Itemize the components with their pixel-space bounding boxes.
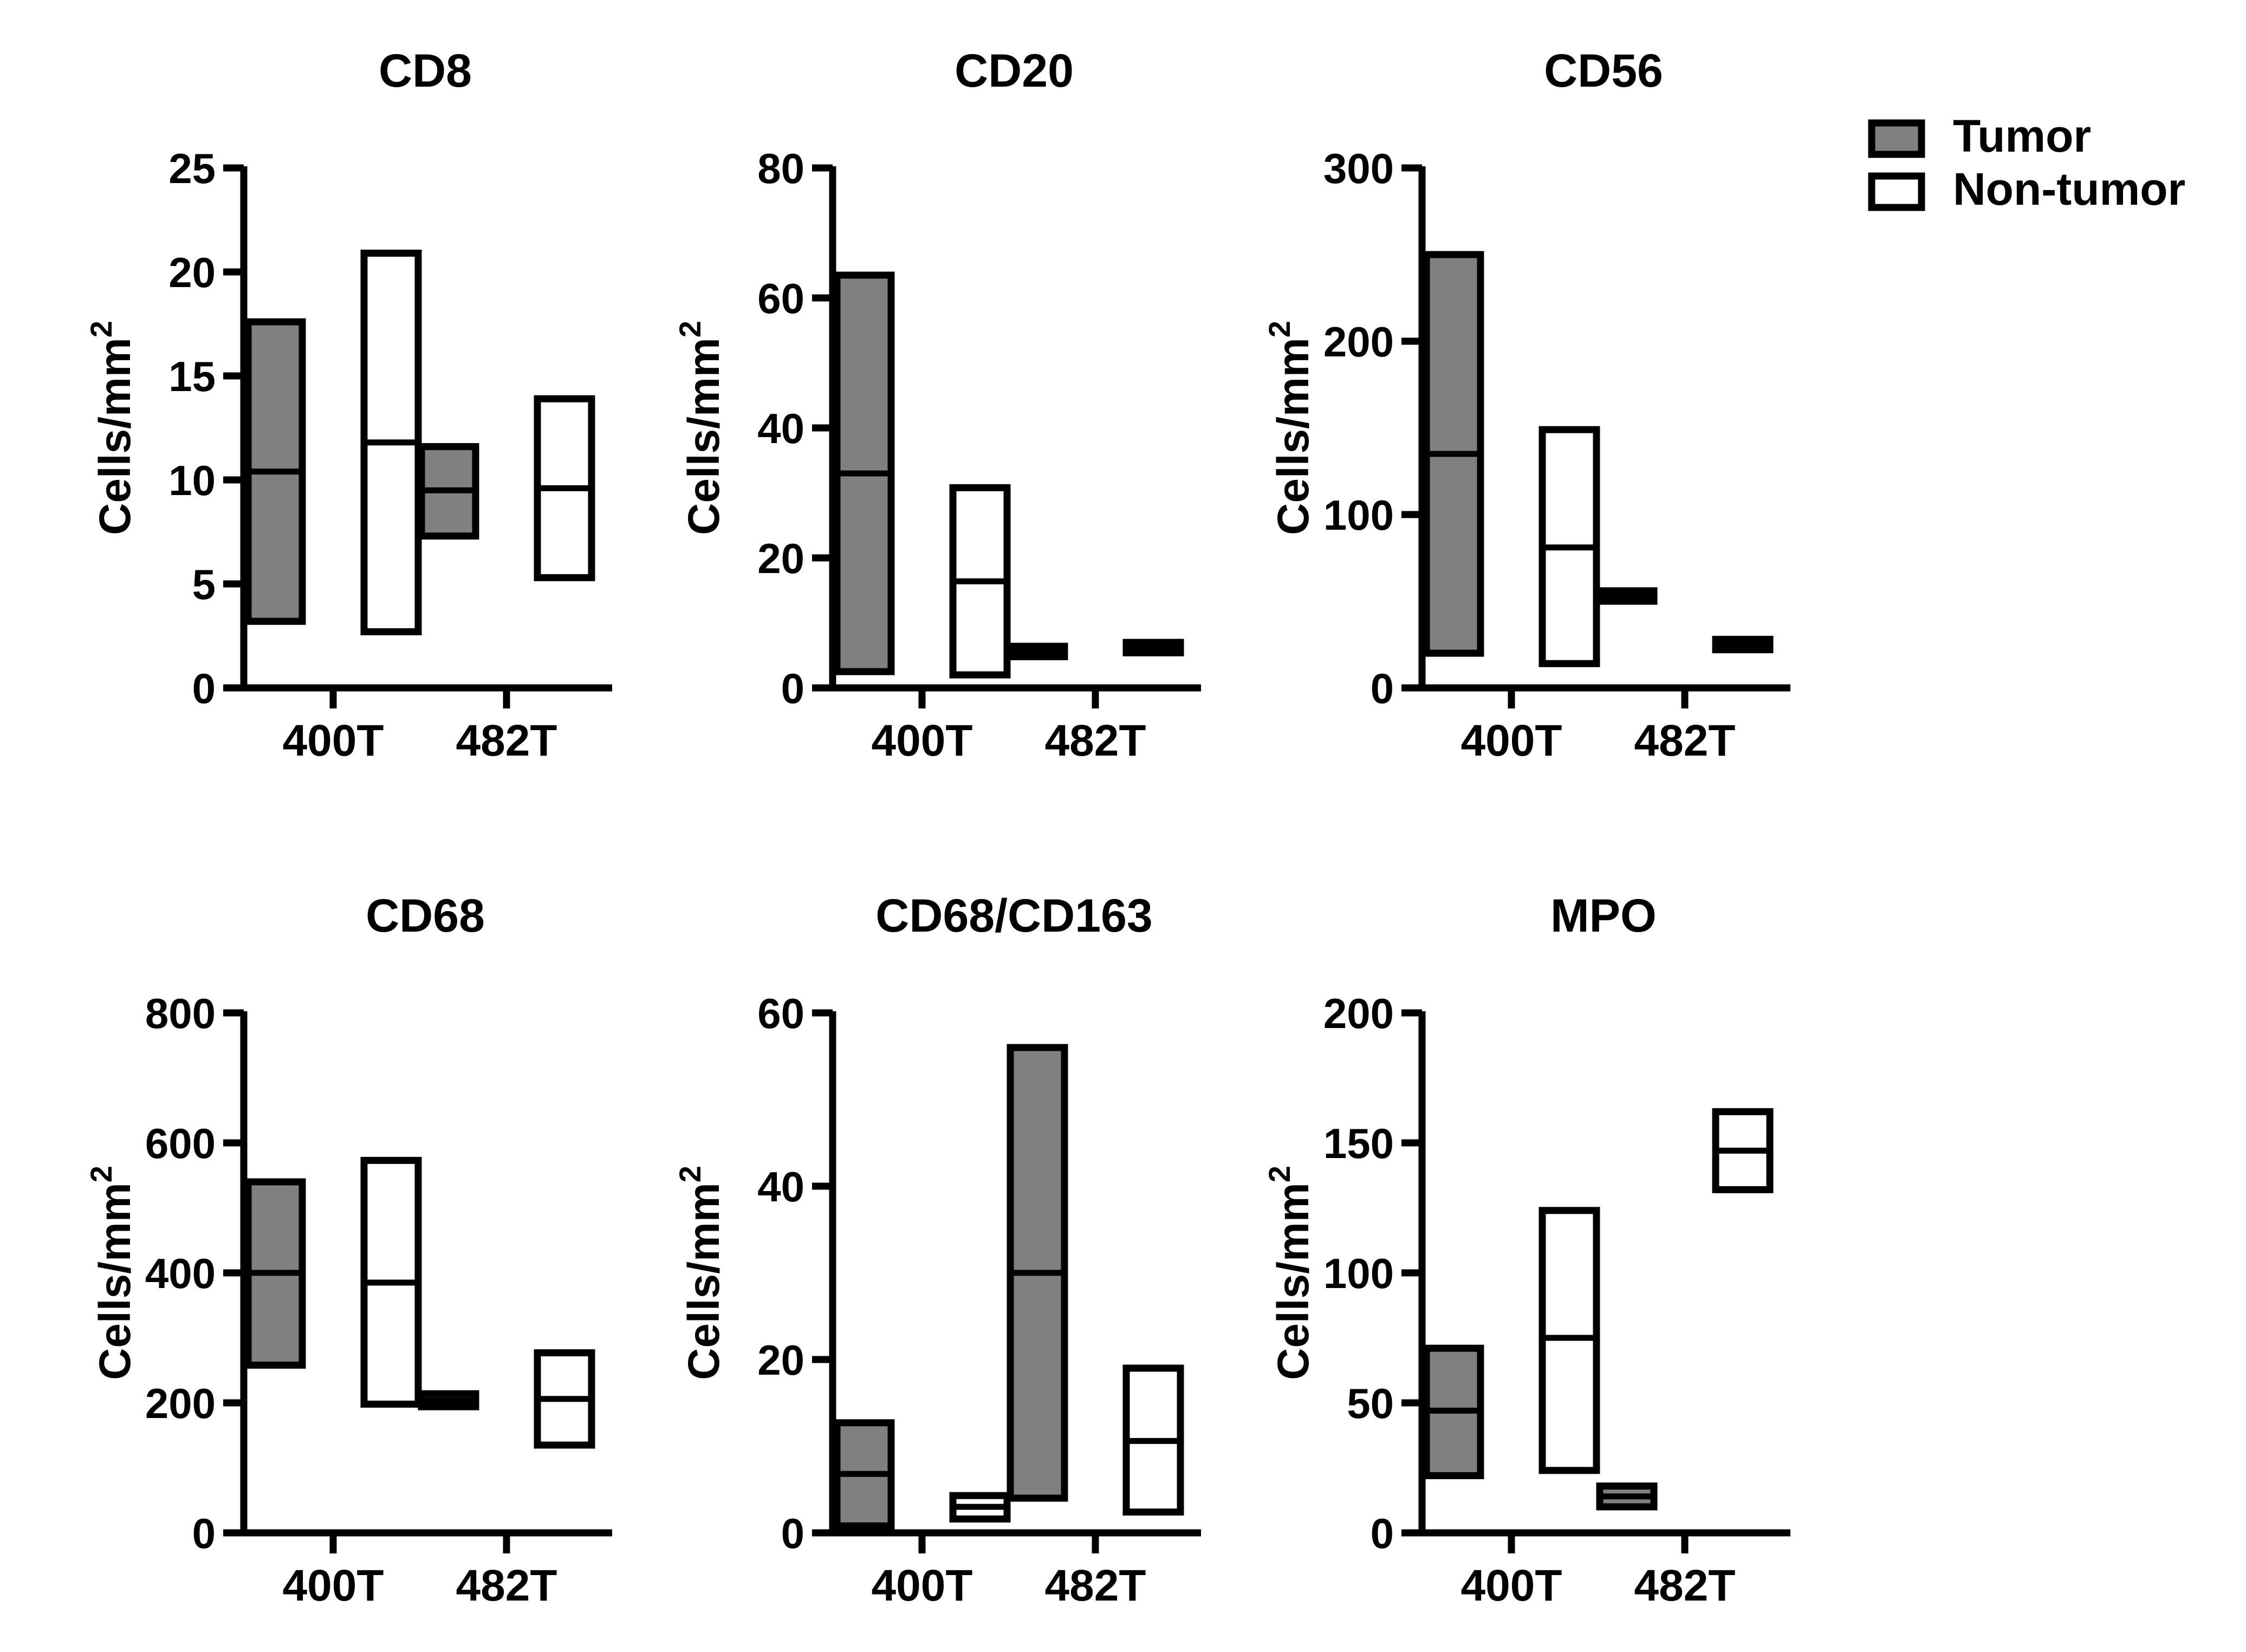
x-tick-label: 482T bbox=[456, 716, 557, 765]
y-axis-label-text: Cells/mm bbox=[90, 337, 140, 535]
y-tick-label: 5 bbox=[192, 561, 216, 608]
y-tick-label: 60 bbox=[757, 990, 804, 1037]
y-tick-label: 200 bbox=[1323, 318, 1394, 366]
chart-title: CD8 bbox=[379, 45, 472, 97]
x-tick-label: 482T bbox=[1045, 716, 1146, 765]
x-tick-label: 400T bbox=[1461, 1561, 1562, 1610]
y-tick-label: 40 bbox=[757, 1163, 804, 1211]
x-tick-label: 400T bbox=[872, 716, 973, 765]
y-tick-label: 800 bbox=[145, 990, 216, 1037]
y-axis-label: Cells/mm2 bbox=[673, 1166, 729, 1380]
y-tick-label: 20 bbox=[168, 249, 216, 296]
y-tick-label: 200 bbox=[145, 1380, 216, 1427]
y-tick-label: 50 bbox=[1347, 1380, 1394, 1427]
y-tick-label: 600 bbox=[145, 1120, 216, 1167]
y-axis-label-superscript: 2 bbox=[673, 1166, 707, 1182]
y-tick-label: 0 bbox=[192, 665, 216, 712]
y-tick-label: 15 bbox=[168, 353, 216, 400]
y-tick-label: 0 bbox=[192, 1510, 216, 1557]
y-axis-label-superscript: 2 bbox=[673, 321, 707, 337]
legend-label-non-tumor: Non-tumor bbox=[1953, 164, 2185, 214]
y-tick-label: 100 bbox=[1323, 491, 1394, 539]
x-tick-label: 482T bbox=[1045, 1561, 1146, 1610]
y-axis-label-superscript: 2 bbox=[84, 1166, 118, 1182]
chart-title: CD20 bbox=[955, 45, 1074, 97]
chart-title: MPO bbox=[1550, 890, 1657, 942]
y-tick-label: 10 bbox=[168, 457, 216, 504]
legend-swatch-non-tumor bbox=[1868, 172, 1925, 211]
legend-label-tumor: Tumor bbox=[1953, 110, 2091, 161]
y-axis-label: Cells/mm2 bbox=[1262, 321, 1318, 535]
x-tick-label: 400T bbox=[872, 1561, 973, 1610]
x-tick-label: 400T bbox=[283, 716, 384, 765]
chart-title: CD68 bbox=[366, 890, 485, 942]
legend-swatch-tumor bbox=[1868, 119, 1925, 158]
x-tick-label: 482T bbox=[456, 1561, 557, 1610]
y-tick-label: 20 bbox=[757, 535, 804, 582]
y-tick-label: 20 bbox=[757, 1336, 804, 1384]
y-axis-label-text: Cells/mm bbox=[1269, 337, 1318, 535]
y-axis-label-text: Cells/mm bbox=[90, 1182, 140, 1380]
y-axis-label-superscript: 2 bbox=[1262, 1166, 1296, 1182]
y-tick-label: 60 bbox=[757, 275, 804, 322]
y-axis-label: Cells/mm2 bbox=[1262, 1166, 1318, 1380]
y-tick-label: 400 bbox=[145, 1250, 216, 1297]
y-axis-label-text: Cells/mm bbox=[679, 1182, 729, 1380]
y-axis-label: Cells/mm2 bbox=[673, 321, 729, 535]
y-tick-label: 300 bbox=[1323, 145, 1394, 192]
y-tick-label: 150 bbox=[1323, 1120, 1394, 1167]
y-tick-label: 80 bbox=[757, 145, 804, 192]
chart-panel-cd68: CD68 Cells/mm2 0 200 400 600 800 400T 482T bbox=[84, 890, 612, 1610]
y-tick-label: 0 bbox=[1371, 665, 1394, 712]
y-tick-label: 40 bbox=[757, 405, 804, 452]
y-tick-label: 200 bbox=[1323, 990, 1394, 1037]
y-axis-label-superscript: 2 bbox=[84, 321, 118, 337]
x-tick-label: 400T bbox=[283, 1561, 384, 1610]
y-axis-label-text: Cells/mm bbox=[679, 337, 729, 535]
chart-title: CD68/CD163 bbox=[875, 890, 1152, 942]
y-tick-label: 0 bbox=[781, 1510, 804, 1557]
x-tick-label: 400T bbox=[1461, 716, 1562, 765]
y-axis-label-text: Cells/mm bbox=[1269, 1182, 1318, 1380]
y-axis-label-superscript: 2 bbox=[1262, 321, 1296, 337]
x-tick-label: 482T bbox=[1634, 1561, 1736, 1610]
chart-title: CD56 bbox=[1544, 45, 1663, 97]
x-tick-label: 482T bbox=[1634, 716, 1736, 765]
chart-panel-cd56: CD56 Cells/mm2 0 100 200 300 400T 482T bbox=[1262, 45, 1790, 765]
y-tick-label: 100 bbox=[1323, 1250, 1394, 1297]
y-tick-label: 0 bbox=[781, 665, 804, 712]
chart-panel-mpo: MPO Cells/mm2 0 50 100 150 200 400T 482T bbox=[1262, 890, 1790, 1610]
y-tick-label: 0 bbox=[1371, 1510, 1394, 1557]
y-tick-label: 25 bbox=[168, 145, 216, 192]
y-axis-label: Cells/mm2 bbox=[84, 321, 140, 535]
y-axis-label: Cells/mm2 bbox=[84, 1166, 140, 1380]
